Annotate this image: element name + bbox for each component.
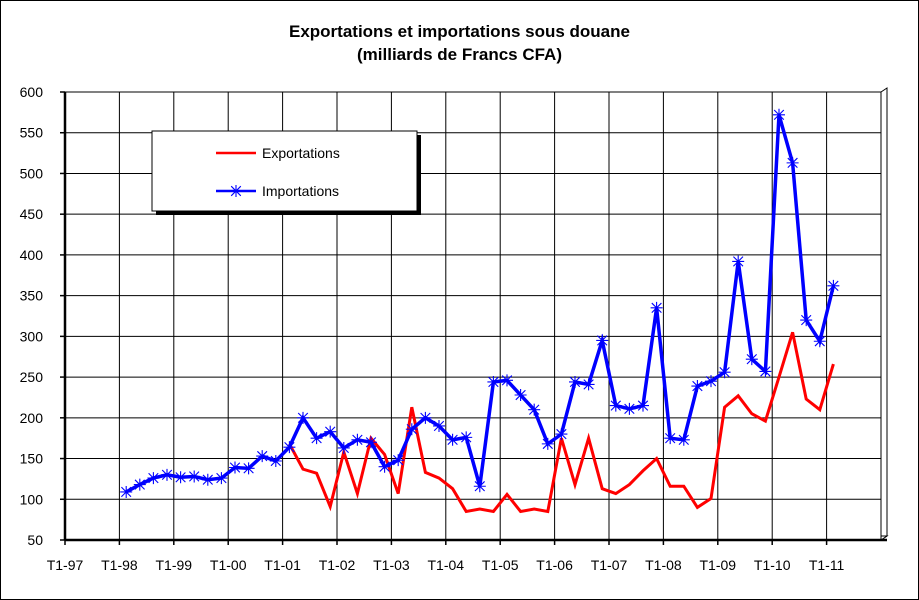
importations-point <box>337 441 350 454</box>
importations-point <box>677 433 690 446</box>
x-tick-label: T1-99 <box>156 557 193 573</box>
importations-point <box>514 389 527 402</box>
importations-point <box>650 301 663 314</box>
importations-point <box>215 472 228 485</box>
importations-point <box>745 353 758 366</box>
importations-point <box>786 156 799 169</box>
importations-point <box>433 419 445 432</box>
importations-point <box>691 380 704 393</box>
chart-title-block: Exportations et importations sous douane… <box>0 20 919 66</box>
importations-point <box>378 460 391 473</box>
importations-point <box>365 436 377 449</box>
x-tick-label: T1-97 <box>47 557 84 573</box>
importations-point <box>283 441 296 454</box>
x-tick-label: T1-10 <box>754 557 791 573</box>
importations-point <box>351 433 364 446</box>
importations-point <box>229 461 241 474</box>
y-tick-label: 200 <box>20 410 44 426</box>
importations-point <box>120 485 133 498</box>
importations-point <box>460 431 473 444</box>
importations-point <box>147 472 160 485</box>
x-tick-label: T1-05 <box>482 557 519 573</box>
chart-title: Exportations et importations sous douane <box>289 22 630 41</box>
x-tick-label: T1-11 <box>809 557 845 573</box>
importations-point <box>230 185 242 197</box>
importations-point <box>256 450 269 463</box>
importations-point <box>609 399 622 412</box>
importations-point <box>310 432 323 445</box>
importations-point <box>269 454 282 467</box>
importations-point <box>133 478 146 491</box>
importations-point <box>174 471 187 484</box>
importations-point <box>419 411 432 424</box>
importations-point <box>800 314 813 327</box>
y-tick-label: 150 <box>20 451 44 467</box>
importations-point <box>555 428 568 441</box>
x-tick-label: T1-02 <box>319 557 356 573</box>
importations-point <box>501 374 513 387</box>
legend-label-importations: Importations <box>262 183 339 199</box>
x-tick-label: T1-04 <box>428 557 465 573</box>
y-axis-ticks: 50 100 150 200 250 300 350 400 450 500 550 600 <box>20 84 65 548</box>
importations-point <box>827 279 840 292</box>
importations-point <box>161 468 173 481</box>
importations-point <box>405 423 418 436</box>
y-tick-label: 300 <box>20 328 44 344</box>
legend-box <box>151 130 418 212</box>
y-tick-label: 450 <box>20 206 44 222</box>
series-importations <box>120 108 840 498</box>
y-tick-label: 550 <box>20 125 44 141</box>
importations-point <box>297 411 309 424</box>
x-tick-label: T1-09 <box>700 557 737 573</box>
x-tick-label: T1-00 <box>210 557 247 573</box>
importations-point <box>569 375 581 388</box>
x-axis-ticks: T1-97 T1-98 T1-99 T1-00 T1-01 T1-02 T1-03 T1-04… <box>47 540 845 573</box>
importations-point <box>188 470 201 483</box>
importations-point <box>664 432 677 445</box>
importations-point <box>446 433 459 446</box>
importations-point <box>637 399 649 412</box>
y-tick-label: 100 <box>20 491 44 507</box>
importations-point <box>705 375 717 388</box>
y-tick-label: 50 <box>27 532 43 548</box>
importations-point <box>473 480 486 493</box>
y-tick-label: 250 <box>20 369 44 385</box>
series-layer <box>120 108 840 514</box>
chart-subtitle: (milliards de Francs CFA) <box>357 45 562 64</box>
importations-point <box>242 462 255 475</box>
x-tick-label: T1-07 <box>591 557 628 573</box>
importations-point <box>528 403 541 416</box>
y-tick-label: 500 <box>20 165 44 181</box>
importations-point <box>773 108 785 121</box>
x-tick-label: T1-01 <box>264 557 301 573</box>
importations-point <box>732 255 745 268</box>
importations-point <box>813 335 826 348</box>
legend: Exportations Importations <box>151 130 421 215</box>
importations-point <box>718 366 731 379</box>
y-tick-label: 600 <box>20 84 44 100</box>
importations-point <box>596 334 609 347</box>
y-tick-label: 400 <box>20 247 44 263</box>
importations-point <box>541 437 554 450</box>
importations-point <box>392 454 405 467</box>
y-tick-label: 350 <box>20 288 44 304</box>
x-tick-label: T1-06 <box>536 557 573 573</box>
importations-point <box>324 425 337 438</box>
importations-point <box>582 378 595 391</box>
x-tick-label: T1-03 <box>373 557 410 573</box>
legend-label-exportations: Exportations <box>262 145 340 161</box>
importations-point <box>759 365 772 378</box>
importations-point <box>623 402 636 415</box>
importations-point <box>487 375 500 388</box>
plot-wall-side <box>880 87 888 541</box>
x-tick-label: T1-08 <box>645 557 682 573</box>
x-tick-label: T1-98 <box>101 557 138 573</box>
importations-point <box>201 473 214 486</box>
axes <box>63 92 887 542</box>
